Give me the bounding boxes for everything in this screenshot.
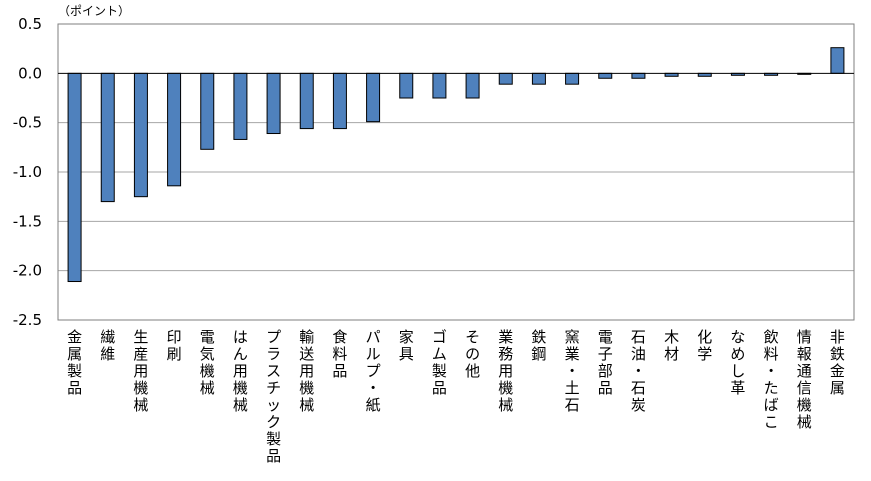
- category-label: 繊維: [100, 328, 115, 363]
- y-tick-label: -1.5: [13, 212, 42, 230]
- bar-その他: [465, 72, 480, 99]
- y-tick-labels: 0.5 0.0 -0.5 -1.0 -1.5 -2.0 -2.5: [13, 15, 42, 329]
- category-label: 情報通信機械: [797, 328, 812, 431]
- category-label: 業務用機械: [498, 328, 513, 414]
- bar-石油・石炭: [631, 72, 646, 79]
- bar-非鉄金属: [830, 47, 845, 74]
- bar-印刷: [167, 72, 182, 187]
- category-label: 食料品: [332, 328, 347, 380]
- category-label: 非鉄金属: [830, 328, 845, 397]
- category-label: 電子部品: [598, 328, 613, 397]
- category-label: 化学: [697, 328, 712, 363]
- y-tick-label: -0.5: [13, 114, 42, 132]
- bar-生産用機械: [133, 72, 148, 198]
- bar-はん用機械: [233, 72, 248, 140]
- category-label: 飲料・たばこ: [764, 328, 779, 431]
- bar-窯業・土石: [565, 72, 580, 85]
- category-label: 電気機械: [200, 328, 215, 397]
- category-labels: 金属製品 繊維 生産用機械 印刷 電気機械 はん用機械 プラスチック製品 輸送用機械 食料品 パル…: [67, 328, 845, 465]
- bars: [67, 47, 845, 283]
- bar-電子部品: [598, 72, 613, 79]
- category-label: その他: [465, 328, 480, 380]
- y-tick-label: -1.0: [13, 163, 42, 181]
- bar-業務用機械: [498, 72, 513, 85]
- category-label: 金属製品: [67, 328, 82, 397]
- category-label: ゴム製品: [432, 328, 447, 397]
- bar-家具: [399, 72, 414, 99]
- category-label: なめし革: [730, 328, 745, 397]
- bar-食料品: [332, 72, 347, 130]
- bar-パルプ・紙: [366, 72, 381, 123]
- category-label: 窯業・土石: [565, 328, 580, 414]
- category-label: 印刷: [167, 328, 182, 363]
- plot-area-frame: [57, 23, 855, 321]
- category-label: 木材: [664, 328, 679, 363]
- y-tick-label: 0.0: [18, 64, 42, 82]
- bar-金属製品: [67, 72, 82, 283]
- category-label: 家具: [399, 328, 414, 363]
- category-label: プラスチック製品: [266, 328, 281, 465]
- y-tick-label: 0.5: [18, 15, 42, 33]
- category-label: 生産用機械: [133, 328, 148, 414]
- y-tick-label: -2.0: [13, 262, 42, 280]
- category-label: はん用機械: [233, 328, 248, 414]
- bar-プラスチック製品: [266, 72, 281, 135]
- category-label: 鉄鋼: [531, 328, 546, 363]
- bar-電気機械: [200, 72, 215, 150]
- bar-ゴム製品: [432, 72, 447, 99]
- y-tick-label: -2.5: [13, 311, 42, 329]
- bar-輸送用機械: [299, 72, 314, 130]
- bar-繊維: [100, 72, 115, 203]
- category-label: パルプ・紙: [366, 328, 381, 414]
- category-label: 輸送用機械: [299, 328, 314, 414]
- y-axis-unit-label: （ポイント）: [58, 4, 130, 18]
- bar-鉄鋼: [531, 72, 546, 85]
- category-label: 石油・石炭: [631, 328, 646, 414]
